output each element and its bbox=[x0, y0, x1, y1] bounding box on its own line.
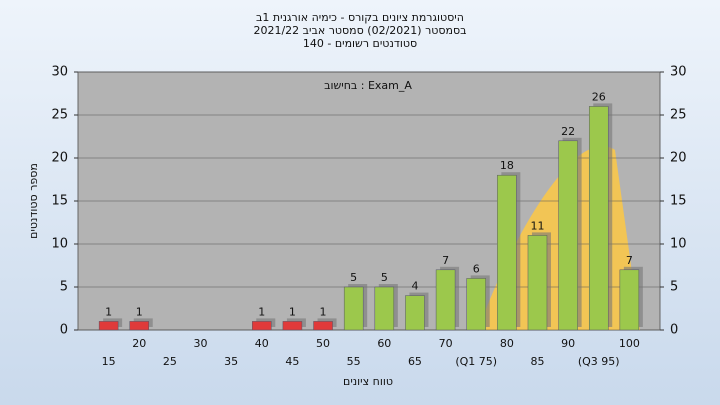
y2-tick-label: 0 bbox=[670, 323, 678, 338]
data-label: 1 bbox=[320, 305, 327, 318]
y2-tick-label: 15 bbox=[670, 194, 687, 209]
data-label: 5 bbox=[350, 271, 357, 284]
data-label: 1 bbox=[289, 305, 296, 318]
bar bbox=[466, 278, 486, 331]
bar bbox=[527, 235, 548, 331]
x-tick-label: 40 bbox=[255, 337, 269, 350]
x-tick-label: 60 bbox=[377, 337, 391, 350]
x-tick-label: 100 bbox=[619, 337, 640, 350]
data-label: 1 bbox=[136, 305, 143, 318]
x-tick-label: 80 bbox=[500, 337, 514, 350]
x-tick-label: 30 bbox=[194, 337, 208, 350]
x-tick-label: 90 bbox=[561, 337, 575, 350]
data-label: 18 bbox=[500, 159, 514, 172]
chart-title: היסטוגרמת ציונים בקורס - כימיה אורגנית 1… bbox=[256, 11, 464, 24]
x-tick-label: 70 bbox=[439, 337, 453, 350]
data-label: 11 bbox=[530, 219, 544, 232]
data-label: 1 bbox=[258, 305, 265, 318]
bar bbox=[558, 140, 578, 331]
data-label: 22 bbox=[561, 125, 575, 138]
y2-tick-label: 10 bbox=[670, 237, 687, 252]
x-tick-label: 20 bbox=[132, 337, 146, 350]
x-tick-label: 15 bbox=[102, 355, 116, 368]
x-tick-label: 85 bbox=[530, 355, 544, 368]
bar bbox=[313, 321, 333, 331]
bar bbox=[129, 321, 150, 331]
bar bbox=[435, 269, 456, 331]
y-tick-label: 0 bbox=[60, 323, 68, 338]
bar bbox=[252, 321, 272, 331]
data-label: 7 bbox=[626, 254, 633, 267]
y2-tick-label: 5 bbox=[670, 280, 678, 295]
x-tick-label: 65 bbox=[408, 355, 422, 368]
annotation: בחישוב : Exam_A bbox=[324, 79, 412, 92]
bar bbox=[497, 174, 517, 331]
y2-tick-label: 20 bbox=[670, 151, 687, 166]
y2-tick-label: 30 bbox=[670, 65, 687, 80]
x-tick-label: 55 bbox=[347, 355, 361, 368]
x-tick-label: 35 bbox=[224, 355, 238, 368]
data-label: 5 bbox=[381, 271, 388, 284]
y2-tick-label: 25 bbox=[670, 108, 687, 123]
x-tick-label: (Q1 75) bbox=[455, 355, 497, 368]
y-tick-label: 25 bbox=[51, 108, 68, 123]
bar bbox=[98, 321, 119, 331]
x-axis-label: טווח ציונים bbox=[343, 375, 393, 388]
chart-subtitle: בסמסטר (02/2021) סמסטר אביב 2021/22 bbox=[253, 24, 466, 37]
bar bbox=[619, 269, 640, 331]
y-tick-label: 30 bbox=[51, 65, 68, 80]
bar bbox=[343, 286, 364, 331]
x-tick-label: 50 bbox=[316, 337, 330, 350]
y-axis-label: מספר סטודנטים bbox=[27, 163, 40, 239]
y-tick-label: 20 bbox=[51, 151, 68, 166]
data-label: 26 bbox=[592, 90, 606, 103]
bar bbox=[588, 106, 609, 331]
x-tick-label: 25 bbox=[163, 355, 177, 368]
data-label: 4 bbox=[411, 280, 418, 293]
x-tick-label: 45 bbox=[285, 355, 299, 368]
data-label: 1 bbox=[105, 305, 112, 318]
bar bbox=[282, 321, 303, 331]
bar bbox=[405, 295, 425, 331]
bar bbox=[374, 286, 395, 331]
data-label: 7 bbox=[442, 254, 449, 267]
y-tick-label: 5 bbox=[60, 280, 68, 295]
y-tick-label: 10 bbox=[51, 237, 68, 252]
y-tick-label: 15 bbox=[51, 194, 68, 209]
data-label: 6 bbox=[473, 262, 480, 275]
x-tick-label: (Q3 95) bbox=[578, 355, 620, 368]
chart-subtitle: סטודנטים רשומים - 140 bbox=[303, 37, 417, 50]
